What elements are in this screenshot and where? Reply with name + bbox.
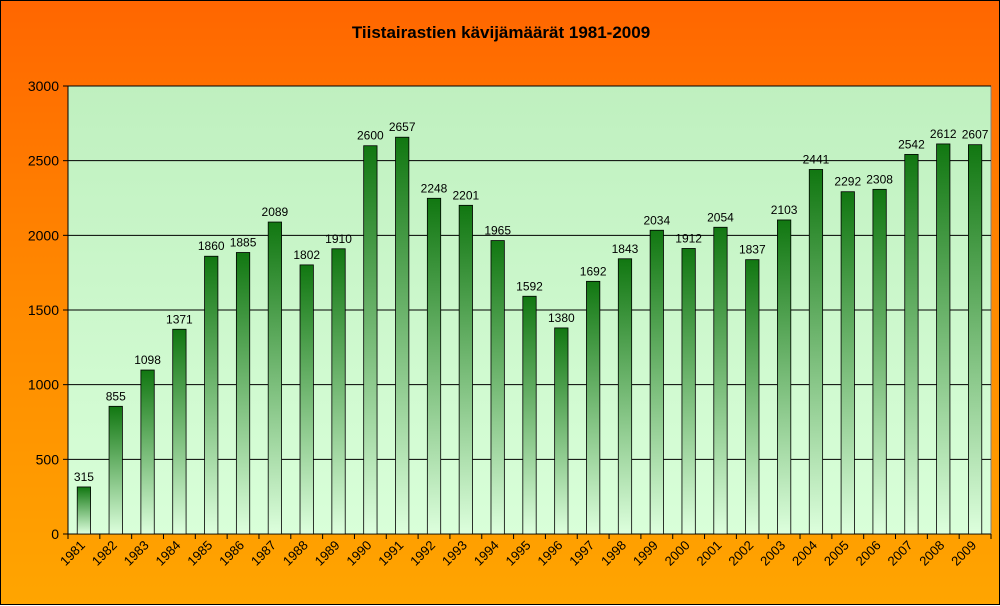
bar: [586, 280, 601, 535]
bar: [267, 221, 282, 535]
data-label: 1837: [739, 243, 766, 257]
bar: [554, 327, 569, 535]
x-tick-label: 2003: [757, 538, 788, 569]
bar: [745, 259, 760, 535]
data-label: 1885: [230, 236, 257, 250]
bar: [713, 226, 728, 535]
x-tick-label: 2001: [694, 538, 725, 569]
x-tick-label: 1985: [184, 538, 215, 569]
y-tick-label: 3000: [28, 78, 59, 94]
bar: [331, 248, 346, 535]
bar: [681, 248, 696, 535]
x-tick-label: 1996: [534, 538, 565, 569]
data-label: 1965: [484, 224, 511, 238]
data-label: 2308: [866, 172, 893, 186]
x-tick-label: 1983: [121, 538, 152, 569]
bar: [172, 328, 187, 535]
x-tick-label: 2008: [916, 538, 947, 569]
y-tick-label: 500: [36, 451, 60, 467]
data-label: 2054: [707, 210, 734, 224]
x-tick-label: 2009: [948, 538, 979, 569]
data-label: 2657: [389, 120, 416, 134]
data-label: 1910: [325, 232, 352, 246]
x-tick-label: 1987: [248, 538, 279, 569]
x-tick-label: 1990: [343, 538, 374, 569]
data-label: 2034: [643, 213, 670, 227]
data-label: 2089: [262, 205, 289, 219]
bar: [649, 229, 664, 535]
x-tick-label: 2005: [821, 538, 852, 569]
chart-title: Tiistairastien kävijämäärät 1981-2009: [351, 23, 651, 42]
x-tick-label: 2000: [662, 538, 693, 569]
bar: [299, 264, 314, 535]
y-tick-label: 2000: [28, 227, 59, 243]
data-label: 2248: [421, 181, 448, 195]
bar: [904, 153, 919, 535]
x-tick-label: 1993: [439, 538, 470, 569]
bar: [204, 255, 219, 535]
y-tick-label: 2500: [28, 153, 59, 169]
bar: [395, 136, 410, 535]
bar: [522, 295, 537, 535]
data-label: 2441: [803, 152, 830, 166]
data-label: 1860: [198, 239, 225, 253]
bar: [936, 143, 951, 535]
x-tick-label: 2004: [789, 538, 820, 569]
x-tick-label: 1994: [471, 538, 502, 569]
data-label: 2600: [357, 129, 384, 143]
bar: [490, 240, 505, 535]
data-label: 1380: [548, 311, 575, 325]
bar: [617, 258, 633, 535]
x-tick-label: 1982: [89, 538, 120, 569]
data-label: 2292: [834, 175, 861, 189]
data-label: 1912: [675, 231, 702, 245]
y-tick-label: 1500: [28, 302, 59, 318]
x-tick-label: 1999: [630, 538, 661, 569]
x-tick-label: 2002: [725, 538, 756, 569]
x-tick-label: 1981: [57, 538, 88, 569]
data-label: 315: [74, 470, 94, 484]
x-tick-label: 1986: [216, 538, 247, 569]
x-tick-label: 2006: [853, 538, 884, 569]
data-label: 2103: [771, 203, 798, 217]
bar: [840, 191, 855, 535]
x-tick-label: 1988: [280, 538, 311, 569]
x-tick-label: 1997: [566, 538, 597, 569]
data-label: 2201: [452, 188, 479, 202]
bar: [363, 145, 378, 535]
bar: [76, 486, 91, 535]
bar: [426, 197, 442, 535]
bar: [458, 204, 473, 535]
x-tick-label: 1991: [375, 538, 406, 569]
bar: [777, 219, 792, 535]
x-tick-label: 1992: [407, 538, 438, 569]
x-tick-label: 2007: [884, 538, 915, 569]
bar: [235, 252, 251, 535]
data-label: 2607: [962, 128, 989, 142]
bar: [140, 369, 155, 535]
x-tick-label: 1995: [503, 538, 534, 569]
bar: [108, 405, 123, 535]
data-label: 1802: [293, 248, 320, 262]
data-label: 1843: [612, 242, 639, 256]
x-tick-label: 1998: [598, 538, 629, 569]
data-label: 2542: [898, 137, 925, 151]
bar: [872, 188, 887, 535]
data-label: 855: [106, 389, 126, 403]
y-tick-label: 1000: [28, 377, 59, 393]
y-tick-label: 0: [51, 526, 59, 542]
bar: [808, 169, 824, 535]
x-tick-label: 1984: [152, 538, 183, 569]
bar: [968, 144, 983, 535]
data-label: 1692: [580, 264, 607, 278]
data-label: 2612: [930, 127, 957, 141]
data-label: 1098: [134, 353, 161, 367]
x-tick-label: 1989: [312, 538, 343, 569]
data-label: 1592: [516, 279, 543, 293]
data-label: 1371: [166, 312, 193, 326]
